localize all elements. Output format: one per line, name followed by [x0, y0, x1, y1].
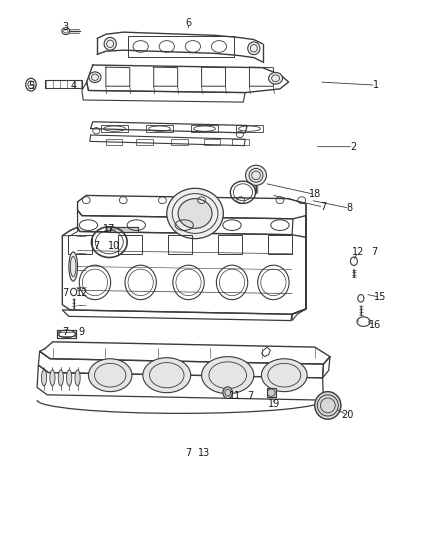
- Ellipse shape: [42, 370, 47, 386]
- Ellipse shape: [223, 387, 233, 399]
- Bar: [146, 125, 173, 132]
- Bar: [136, 139, 153, 144]
- Text: 7: 7: [320, 202, 327, 212]
- Bar: [117, 235, 142, 254]
- Ellipse shape: [67, 370, 72, 386]
- Ellipse shape: [88, 359, 132, 392]
- Text: 17: 17: [103, 224, 116, 235]
- Text: 16: 16: [369, 320, 381, 330]
- Ellipse shape: [75, 370, 80, 386]
- Bar: [171, 139, 187, 144]
- Bar: [102, 125, 127, 132]
- Text: 7: 7: [63, 327, 69, 337]
- Text: 7: 7: [371, 247, 377, 257]
- Text: 13: 13: [198, 448, 210, 458]
- Bar: [268, 235, 292, 254]
- Bar: [267, 389, 276, 397]
- Ellipse shape: [315, 392, 341, 419]
- Bar: [218, 235, 242, 254]
- Text: 7: 7: [93, 241, 99, 252]
- Text: 5: 5: [28, 81, 34, 91]
- Bar: [127, 36, 234, 56]
- Text: 1: 1: [373, 80, 379, 90]
- Text: 3: 3: [63, 22, 69, 32]
- Text: 7: 7: [185, 448, 192, 458]
- Text: 2: 2: [350, 142, 356, 152]
- Text: 10: 10: [108, 241, 120, 252]
- Ellipse shape: [178, 199, 212, 228]
- Bar: [67, 235, 92, 254]
- Bar: [204, 139, 220, 144]
- Text: 7: 7: [63, 288, 69, 298]
- Text: 12: 12: [76, 288, 88, 298]
- Text: 12: 12: [352, 247, 364, 257]
- Ellipse shape: [50, 370, 55, 386]
- Bar: [237, 125, 262, 132]
- Ellipse shape: [107, 227, 112, 232]
- Bar: [106, 139, 122, 144]
- Text: 9: 9: [79, 327, 85, 337]
- Text: 15: 15: [374, 292, 386, 302]
- Ellipse shape: [246, 165, 266, 185]
- Bar: [232, 139, 249, 144]
- Text: 11: 11: [229, 391, 241, 401]
- Bar: [191, 125, 218, 132]
- Ellipse shape: [143, 358, 191, 393]
- Text: 6: 6: [185, 18, 191, 28]
- Ellipse shape: [69, 252, 78, 281]
- Ellipse shape: [268, 72, 283, 84]
- Text: 20: 20: [341, 410, 353, 420]
- Text: 19: 19: [268, 399, 280, 409]
- Ellipse shape: [58, 370, 64, 386]
- Text: 7: 7: [247, 391, 254, 401]
- Text: 18: 18: [309, 189, 321, 199]
- Ellipse shape: [201, 357, 254, 394]
- Ellipse shape: [104, 37, 116, 50]
- Text: 8: 8: [346, 203, 353, 213]
- Ellipse shape: [167, 188, 223, 239]
- Bar: [168, 235, 192, 254]
- Text: 4: 4: [70, 81, 76, 91]
- Ellipse shape: [248, 42, 260, 55]
- Ellipse shape: [89, 72, 101, 83]
- Ellipse shape: [261, 359, 307, 392]
- Bar: [110, 227, 138, 231]
- Bar: [45, 80, 82, 88]
